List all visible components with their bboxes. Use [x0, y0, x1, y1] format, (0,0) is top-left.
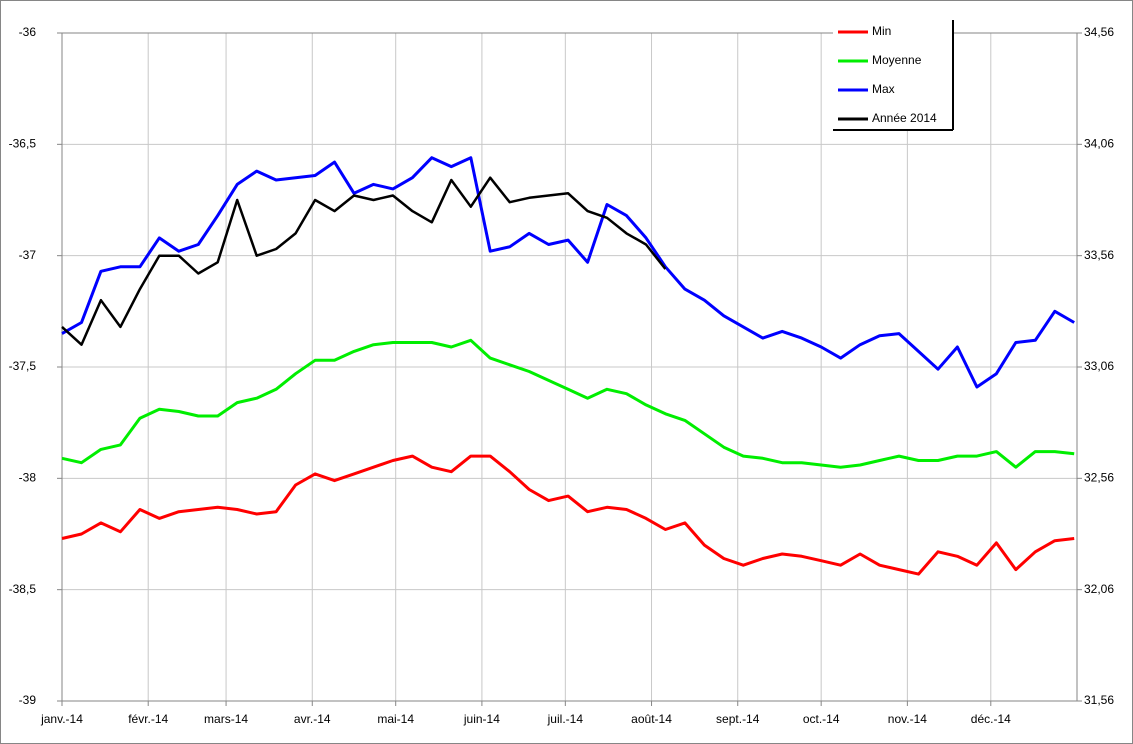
- x-tick-label: déc.-14: [971, 712, 1011, 726]
- x-tick-label: avr.-14: [294, 712, 331, 726]
- y-tick-label: -38: [19, 471, 37, 485]
- y-tick-label: -36: [19, 25, 37, 39]
- series-line: [61, 338, 1075, 469]
- y2-tick-label: 33,06: [1084, 359, 1114, 373]
- y-tick-label: -38,5: [9, 582, 37, 596]
- series-line: [61, 454, 1075, 576]
- y-tick-label: -37,5: [9, 359, 37, 373]
- legend-label: Année 2014: [872, 111, 937, 125]
- x-tick-label: janv.-14: [40, 712, 83, 726]
- legend-label: Min: [872, 24, 891, 38]
- x-tick-label: août-14: [631, 712, 672, 726]
- legend-box: [833, 20, 953, 130]
- legend-label: Moyenne: [872, 53, 922, 67]
- x-tick-label: juin-14: [463, 712, 500, 726]
- y2-tick-label: 33,56: [1084, 248, 1114, 262]
- series-line: [61, 176, 667, 346]
- y2-tick-label: 34,56: [1084, 25, 1114, 39]
- y2-tick-label: 31,56: [1084, 693, 1114, 707]
- plot-border: [61, 32, 1078, 702]
- x-tick-label: mars-14: [204, 712, 248, 726]
- x-tick-label: sept.-14: [716, 712, 760, 726]
- x-tick-label: oct.-14: [803, 712, 840, 726]
- x-tick-label: mai-14: [377, 712, 414, 726]
- y2-tick-label: 32,56: [1084, 471, 1114, 485]
- legend-label: Max: [872, 82, 895, 96]
- y-tick-label: -36,5: [9, 137, 37, 151]
- series-line: [61, 156, 1075, 389]
- x-tick-label: nov.-14: [888, 712, 927, 726]
- y2-tick-label: 34,06: [1084, 137, 1114, 151]
- y-tick-label: -39: [19, 693, 37, 707]
- y-tick-label: -37: [19, 248, 37, 262]
- x-tick-label: févr.-14: [128, 712, 168, 726]
- x-tick-label: juil.-14: [547, 712, 584, 726]
- y2-tick-label: 32,06: [1084, 582, 1114, 596]
